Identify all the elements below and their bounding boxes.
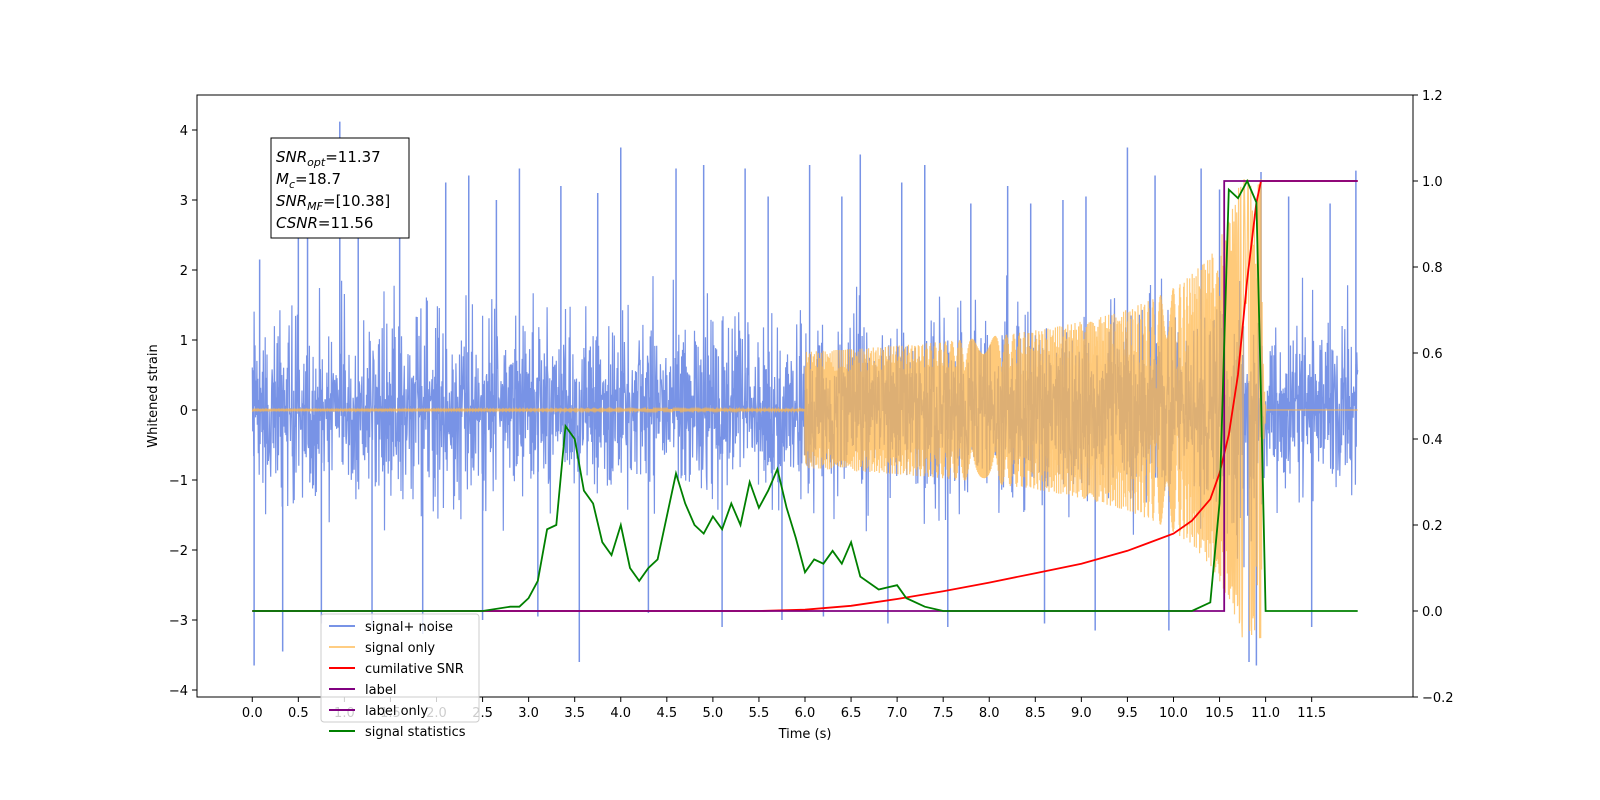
- annotation-symbol: SNR: [276, 148, 307, 166]
- y-right-tick-label: 0.2: [1422, 519, 1443, 534]
- annotation-symbol: SNR: [276, 192, 307, 210]
- annotation-value: =[10.38]: [323, 192, 390, 210]
- y-left-tick-label: 2: [180, 264, 188, 279]
- x-tick-label: 6.0: [795, 706, 816, 721]
- x-tick-label: 5.5: [749, 706, 770, 721]
- y-right-tick-label: −0.2: [1422, 691, 1454, 706]
- annotation-line: Mc=18.7: [276, 170, 341, 191]
- x-tick-label: 4.5: [656, 706, 677, 721]
- y-left-tick-label: 1: [180, 334, 188, 349]
- x-tick-label: 11.0: [1251, 706, 1280, 721]
- annotation-subscript: MF: [307, 200, 323, 213]
- y-left-tick-label: 3: [180, 194, 188, 209]
- x-tick-label: 0.0: [242, 706, 263, 721]
- x-tick-label: 8.5: [1025, 706, 1046, 721]
- x-tick-label: 3.0: [518, 706, 539, 721]
- series-signal-only: [251, 178, 1358, 639]
- legend-entry-label: signal only: [365, 641, 435, 656]
- line-trace: [252, 178, 1358, 612]
- legend-entry-label: cumilative SNR: [365, 662, 464, 677]
- annotation-value: =11.37: [325, 148, 381, 166]
- y-right-tick-label: 1.0: [1422, 175, 1443, 190]
- legend-entry-label: label: [365, 683, 396, 698]
- y-left-tick-label: −2: [169, 544, 188, 559]
- x-tick-label: 9.0: [1071, 706, 1092, 721]
- chirp-trace: [251, 178, 1358, 639]
- y-left-tick-label: −4: [169, 684, 188, 699]
- line-trace: [252, 180, 1358, 612]
- series-label: [252, 180, 1358, 612]
- line-trace: [252, 180, 1358, 612]
- annotation-line: CSNR=11.56: [276, 214, 373, 232]
- x-tick-label: 7.0: [887, 706, 908, 721]
- y-axis-label-left: Whitened strain: [146, 344, 161, 447]
- x-tick-label: 11.5: [1297, 706, 1326, 721]
- annotation-symbol: CSNR: [276, 214, 318, 232]
- x-tick-label: 4.0: [610, 706, 631, 721]
- x-tick-label: 7.5: [933, 706, 954, 721]
- annotation-value: =11.56: [318, 214, 374, 232]
- y-right-tick-label: 0.6: [1422, 347, 1443, 362]
- x-tick-label: 9.5: [1117, 706, 1138, 721]
- annotation-symbol: M: [276, 170, 289, 188]
- x-tick-label: 8.0: [979, 706, 1000, 721]
- y-left-tick-label: 0: [180, 404, 188, 419]
- y-right-tick-label: 1.2: [1422, 89, 1443, 104]
- x-tick-label: 10.5: [1205, 706, 1234, 721]
- y-right-tick-label: 0.8: [1422, 261, 1443, 276]
- y-left-tick-label: 4: [180, 124, 188, 139]
- y-left-tick-label: −3: [169, 614, 188, 629]
- annotation-value: =18.7: [295, 170, 341, 188]
- x-tick-label: 0.5: [288, 706, 309, 721]
- legend: signal+ noise signal only cumilative SNR la…: [320, 613, 480, 740]
- legend-entry-label: signal+ noise: [365, 620, 453, 635]
- y-right-tick-label: 0.0: [1422, 605, 1443, 620]
- series-cumilative-snr: [252, 180, 1358, 612]
- y-right-tick-label: 0.4: [1422, 433, 1443, 448]
- x-tick-label: 3.5: [564, 706, 585, 721]
- x-tick-label: 6.5: [841, 706, 862, 721]
- series-signal-statistics: [252, 178, 1358, 612]
- annotation-line: SNRopt=11.37: [276, 148, 381, 169]
- y-left-tick-label: −1: [169, 474, 188, 489]
- legend-entry-label: label only: [365, 704, 428, 719]
- x-tick-label: 5.0: [703, 706, 724, 721]
- legend-frame: [320, 613, 480, 723]
- annotation-box: SNRopt=11.37Mc=18.7SNRMF=[10.38]CSNR=11.…: [270, 137, 410, 239]
- x-axis-label: Time (s): [778, 727, 832, 742]
- annotation-frame: [270, 137, 410, 239]
- annotation-subscript: opt: [307, 156, 326, 169]
- legend-entry-label: signal statistics: [365, 725, 466, 740]
- annotation-subscript: c: [289, 178, 295, 191]
- annotation-line: SNRMF=[10.38]: [276, 192, 390, 213]
- x-tick-label: 10.0: [1159, 706, 1188, 721]
